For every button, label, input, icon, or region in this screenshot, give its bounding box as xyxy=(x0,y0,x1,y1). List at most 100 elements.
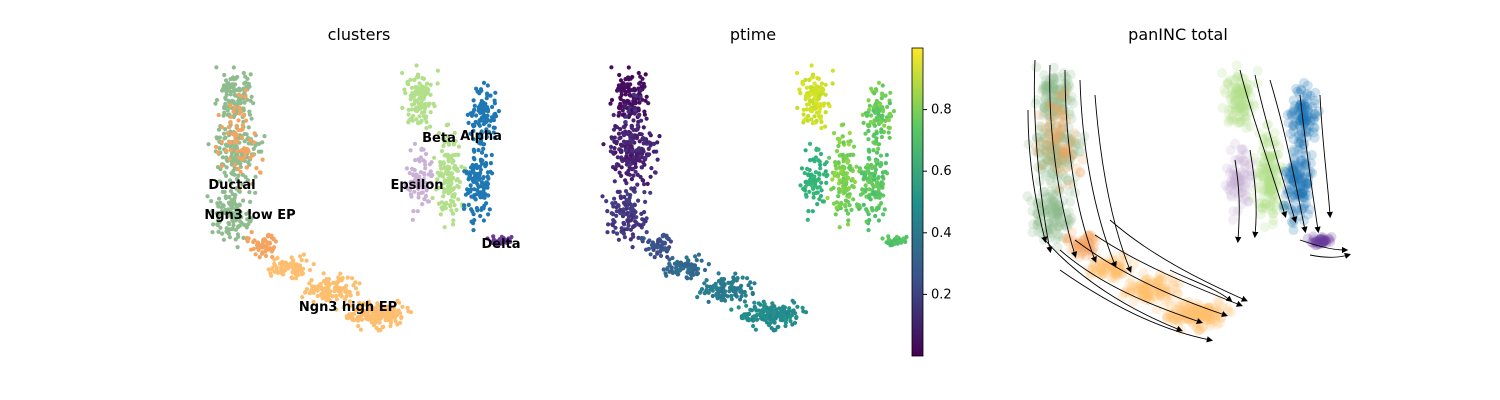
ptime-point xyxy=(748,286,754,291)
cluster-point xyxy=(215,136,220,141)
paninc-point xyxy=(1046,209,1057,220)
paninc-point xyxy=(1059,155,1070,166)
cluster-point xyxy=(453,139,458,144)
cluster-point xyxy=(349,303,354,308)
paninc-point xyxy=(1058,144,1069,155)
paninc-point xyxy=(1043,155,1054,165)
cluster-point xyxy=(379,314,384,319)
ptime-point xyxy=(694,258,699,263)
ptime-point xyxy=(868,119,873,125)
cluster-point xyxy=(223,211,228,216)
cluster-point xyxy=(476,190,481,195)
cluster-point xyxy=(263,253,269,258)
paninc-point xyxy=(1049,196,1060,206)
ptime-point xyxy=(604,199,609,204)
paninc-point xyxy=(1041,146,1052,157)
paninc-point xyxy=(1057,112,1068,122)
cluster-point xyxy=(239,157,244,162)
panel-paninc-total: panINC total xyxy=(1022,25,1352,343)
ptime-point xyxy=(738,297,743,302)
ptime-point xyxy=(815,202,820,207)
ptime-point xyxy=(874,98,879,104)
paninc-point xyxy=(1057,148,1068,159)
cluster-point xyxy=(491,237,496,242)
ptime-point xyxy=(702,281,707,286)
ptime-point xyxy=(685,263,690,268)
cluster-point xyxy=(223,207,228,212)
cluster-point xyxy=(420,76,425,81)
cluster-point xyxy=(408,179,413,185)
ptime-point xyxy=(626,65,631,70)
paninc-point xyxy=(1040,92,1051,103)
cluster-point xyxy=(265,240,270,245)
ptime-point xyxy=(837,178,842,183)
paninc-point xyxy=(1065,196,1076,207)
ptime-point xyxy=(782,313,787,318)
cluster-point xyxy=(424,126,429,131)
paninc-point xyxy=(1071,138,1082,149)
paninc-point xyxy=(1028,219,1039,230)
cluster-point xyxy=(492,135,497,140)
paninc-point xyxy=(1301,93,1312,104)
cluster-point xyxy=(450,175,455,180)
cluster-point xyxy=(224,226,229,231)
ptime-point xyxy=(628,227,634,232)
cluster-point xyxy=(359,308,364,313)
cluster-point xyxy=(419,118,424,123)
cluster-point xyxy=(223,83,228,88)
cluster-point xyxy=(455,177,460,182)
ptime-point xyxy=(635,123,640,128)
ptime-point xyxy=(888,90,893,95)
paninc-point xyxy=(1041,193,1051,203)
ptime-point xyxy=(877,195,882,200)
cluster-point xyxy=(226,200,231,205)
paninc-point xyxy=(1037,159,1048,170)
ptime-point xyxy=(887,101,893,106)
paninc-point xyxy=(1051,174,1062,185)
ptime-point xyxy=(650,245,655,250)
paninc-point xyxy=(1044,192,1055,202)
paninc-point xyxy=(1058,232,1069,243)
cluster-point xyxy=(222,170,227,175)
cluster-point xyxy=(384,309,389,314)
cluster-point xyxy=(281,267,286,272)
ptime-point xyxy=(680,266,685,271)
paninc-point xyxy=(1220,88,1231,99)
cluster-point xyxy=(236,173,241,178)
paninc-point xyxy=(1058,116,1069,127)
paninc-point xyxy=(1051,122,1062,133)
ptime-point xyxy=(699,258,704,263)
ptime-point xyxy=(618,211,624,216)
paninc-point xyxy=(1032,219,1043,230)
paninc-point xyxy=(1058,83,1069,94)
paninc-point xyxy=(1031,62,1042,73)
cluster-point xyxy=(246,141,251,146)
cluster-point xyxy=(456,197,461,202)
cluster-point xyxy=(256,141,262,146)
paninc-point xyxy=(1061,152,1072,163)
ptime-point xyxy=(637,158,642,163)
ptime-point xyxy=(693,254,698,259)
paninc-point xyxy=(1040,98,1051,109)
paninc-point xyxy=(1032,220,1043,231)
cluster-point xyxy=(222,106,228,111)
cluster-point xyxy=(476,148,481,153)
cluster-point xyxy=(375,301,380,306)
ptime-point xyxy=(662,246,667,252)
cluster-point xyxy=(428,110,433,115)
paninc-point xyxy=(1041,170,1052,181)
ptime-point xyxy=(852,179,858,185)
cluster-point xyxy=(242,100,247,105)
cluster-point xyxy=(483,153,489,158)
cluster-point xyxy=(472,149,477,154)
ptime-point xyxy=(665,267,670,272)
cluster-point xyxy=(442,225,447,230)
cluster-point xyxy=(211,222,216,227)
cluster-point xyxy=(253,143,258,148)
ptime-point xyxy=(691,266,696,271)
cluster-point xyxy=(223,95,228,100)
paninc-point xyxy=(1214,297,1225,308)
paninc-point xyxy=(1030,146,1041,157)
cluster-point xyxy=(403,183,408,188)
cluster-point xyxy=(223,195,229,201)
